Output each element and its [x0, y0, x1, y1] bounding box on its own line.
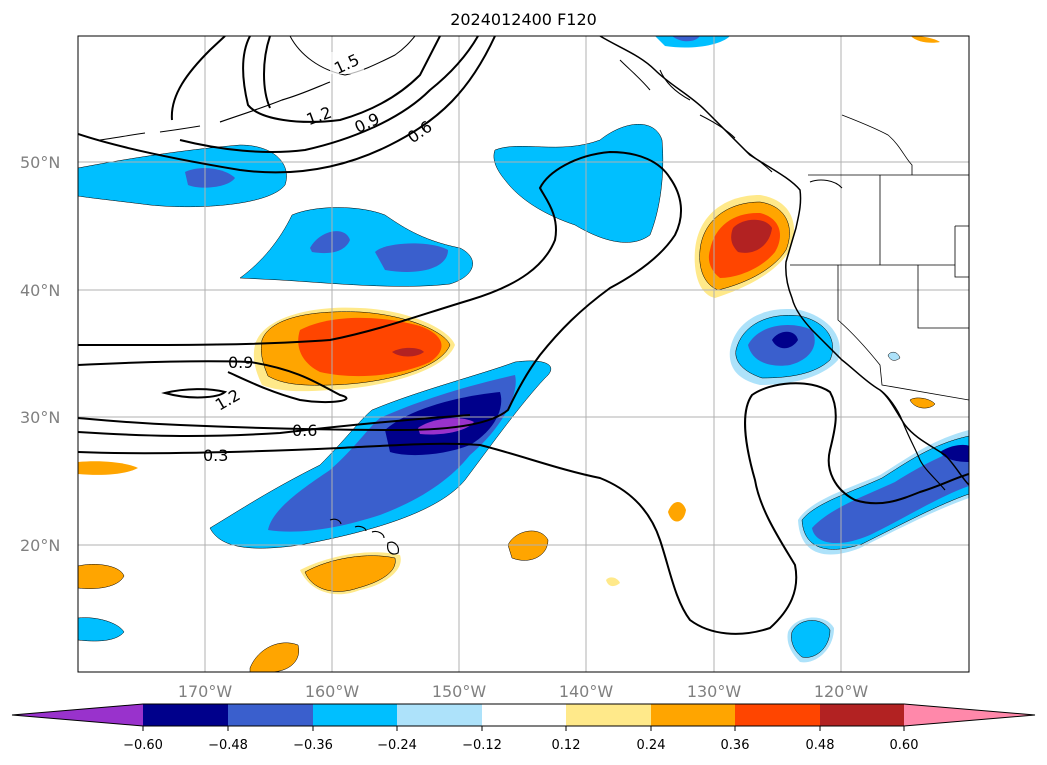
lat-label-30n: 30°N — [20, 408, 60, 427]
colorbar-tick-label: −0.36 — [293, 738, 333, 753]
colorbar-swatch-9 — [820, 704, 904, 726]
lon-label-130w: 130°W — [687, 682, 742, 701]
colorbar-swatch-5 — [482, 704, 566, 726]
lat-label-40n: 40°N — [20, 281, 60, 300]
lon-label-120w: 120°W — [814, 682, 869, 701]
lon-label-150w: 150°W — [432, 682, 487, 701]
contour-label-0-6-south: 0.6 — [292, 421, 317, 440]
lat-label-50n: 50°N — [20, 153, 60, 172]
colorbar-tick-label: 0.12 — [552, 738, 581, 753]
contour-lines — [78, 36, 969, 635]
colorbar-extend-high — [904, 704, 1035, 726]
lat-label-20n: 20°N — [20, 536, 60, 555]
colorbar-tick-label: −0.24 — [377, 738, 417, 753]
colorbar-tick-label: 0.36 — [721, 738, 750, 753]
lon-label-140w: 140°W — [559, 682, 614, 701]
colorbar-tick-label: −0.60 — [123, 738, 163, 753]
colorbar-swatch-2 — [228, 704, 313, 726]
colorbar-tick-label: 0.48 — [806, 738, 835, 753]
colorbar-swatch-8 — [735, 704, 820, 726]
latitude-labels: 50°N 40°N 30°N 20°N — [20, 153, 60, 555]
colorbar: −0.60 −0.48 −0.36 −0.24 −0.12 0.12 0.24 … — [11, 703, 1036, 753]
contour-label-0-3: 0.3 — [203, 446, 228, 465]
colorbar-tick-label: 0.24 — [637, 738, 666, 753]
coastlines — [99, 36, 969, 555]
colorbar-swatch-4 — [397, 704, 482, 726]
colorbar-swatch-7 — [651, 704, 735, 726]
colorbar-tick-label: 0.60 — [890, 738, 919, 753]
colorbar-swatch-1 — [143, 704, 228, 726]
colorbar-swatch-6 — [566, 704, 651, 726]
lon-label-160w: 160°W — [305, 682, 360, 701]
contour-label-0-9-south: 0.9 — [228, 353, 253, 372]
map-frame — [77, 35, 970, 673]
lon-label-170w: 170°W — [178, 682, 233, 701]
colorbar-swatch-3 — [313, 704, 397, 726]
longitude-labels: 170°W 160°W 150°W 140°W 130°W 120°W — [178, 682, 869, 701]
colorbar-tick-label: −0.12 — [462, 738, 502, 753]
map-title: 2024012400 F120 — [450, 10, 597, 29]
colorbar-tick-label: −0.48 — [208, 738, 248, 753]
colorbar-extend-low — [12, 704, 143, 726]
political-borders — [790, 114, 969, 401]
shaded-anomalies — [78, 36, 969, 672]
